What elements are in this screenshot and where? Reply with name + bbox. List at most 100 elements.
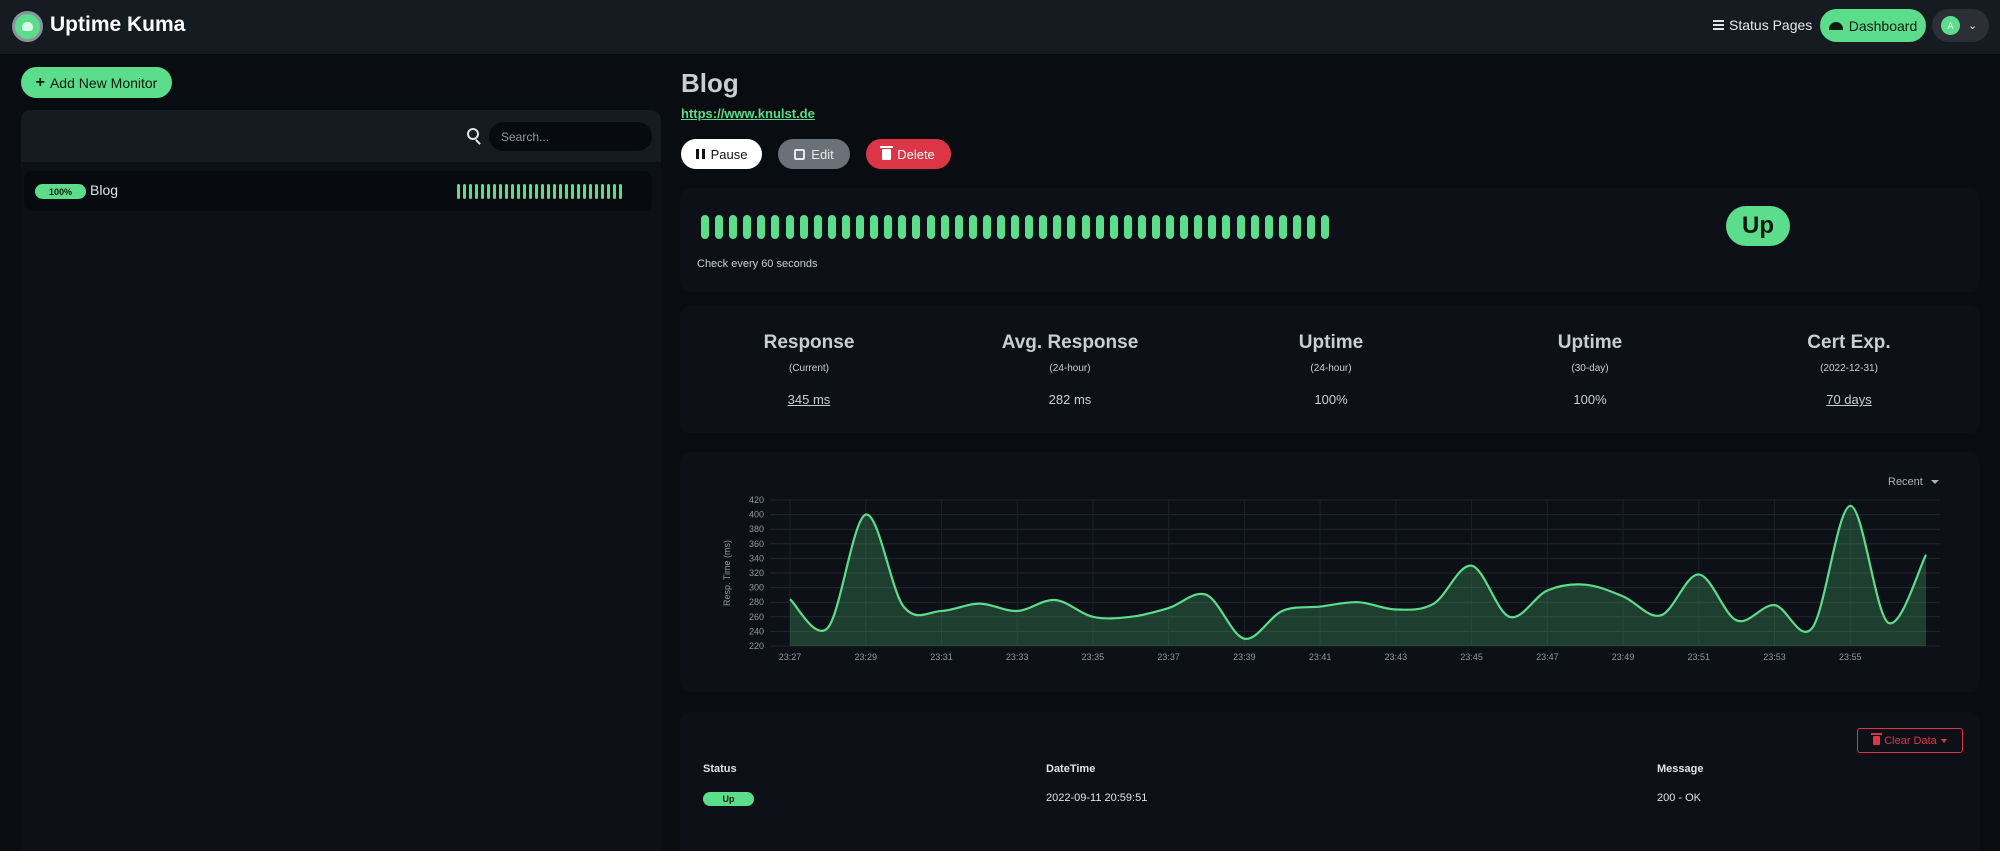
heartbeat-beat[interactable]: [757, 215, 766, 239]
stat-value: 282 ms: [1048, 392, 1092, 407]
stat-value-link[interactable]: 70 days: [1826, 392, 1872, 407]
heartbeat-beat[interactable]: [701, 215, 709, 239]
heartbeat-beat[interactable]: [1011, 215, 1020, 239]
heartbeat-beat[interactable]: [553, 184, 556, 199]
heartbeat-beat[interactable]: [1236, 215, 1245, 239]
uptime-kuma-logo-icon[interactable]: [12, 11, 43, 42]
heartbeat-beat[interactable]: [1095, 215, 1104, 239]
heartbeat-beat[interactable]: [457, 184, 460, 199]
heartbeat-beat[interactable]: [601, 184, 604, 199]
heartbeat-beat[interactable]: [493, 184, 496, 199]
heartbeat-beat[interactable]: [771, 215, 780, 239]
heartbeat-beat[interactable]: [583, 184, 586, 199]
heartbeat-beat[interactable]: [1123, 215, 1132, 239]
heartbeat-beat[interactable]: [535, 184, 538, 199]
heartbeat-beat[interactable]: [1194, 215, 1203, 239]
clear-data-button[interactable]: Clear Data: [1857, 728, 1963, 753]
heartbeat-beat[interactable]: [1081, 215, 1090, 239]
edit-button[interactable]: Edit: [778, 139, 850, 169]
heartbeat-beat[interactable]: [1208, 215, 1217, 239]
heartbeat-beat[interactable]: [595, 184, 598, 199]
heartbeat-beat[interactable]: [743, 215, 752, 239]
heartbeat-beat[interactable]: [469, 184, 472, 199]
stat-value-link[interactable]: 345 ms: [787, 392, 831, 407]
heartbeat-beat[interactable]: [1222, 215, 1231, 239]
heartbeat-beat[interactable]: [529, 184, 532, 199]
heartbeat-beat[interactable]: [1292, 215, 1301, 239]
chart-range-select[interactable]: Recent: [1888, 476, 1939, 488]
heartbeat-beat[interactable]: [1109, 215, 1118, 239]
heartbeat-beat[interactable]: [1307, 215, 1316, 239]
y-tick-label: 400: [749, 510, 764, 520]
heartbeat-beat[interactable]: [1053, 215, 1062, 239]
heartbeat-beat[interactable]: [729, 215, 738, 239]
heartbeat-beat[interactable]: [715, 215, 724, 239]
heartbeat-beat[interactable]: [1166, 215, 1175, 239]
heartbeat-beat[interactable]: [541, 184, 544, 199]
heartbeat-beat[interactable]: [463, 184, 466, 199]
stat-value: 100%: [1314, 392, 1348, 407]
heartbeat-beat[interactable]: [1067, 215, 1076, 239]
heartbeat-beat[interactable]: [1152, 215, 1160, 239]
search-input[interactable]: [489, 122, 652, 151]
heartbeat-beat[interactable]: [1264, 215, 1273, 239]
stat-label: Cert Exp.: [1807, 332, 1891, 353]
dashboard-button[interactable]: Dashboard: [1820, 9, 1926, 42]
heartbeat-beat[interactable]: [982, 215, 991, 239]
status-pages-link[interactable]: Status Pages: [1713, 17, 1812, 33]
caret-down-icon: [1940, 738, 1947, 743]
heartbeat-beat[interactable]: [607, 184, 610, 199]
heartbeat-beat[interactable]: [511, 184, 514, 199]
heartbeat-beat[interactable]: [577, 184, 580, 199]
heartbeat-beat[interactable]: [475, 184, 478, 199]
heartbeat-beat[interactable]: [1039, 215, 1048, 239]
heartbeat-beat[interactable]: [856, 215, 865, 239]
heartbeat-beat[interactable]: [940, 215, 949, 239]
heartbeat-beat[interactable]: [1321, 215, 1330, 239]
heartbeat-beat[interactable]: [547, 184, 550, 199]
delete-button[interactable]: Delete: [866, 139, 951, 169]
heartbeat-beat[interactable]: [884, 215, 893, 239]
heartbeat-beat[interactable]: [926, 215, 935, 239]
y-tick-label: 220: [749, 641, 764, 651]
profile-dropdown[interactable]: A ⌄: [1932, 9, 1989, 42]
heartbeat-beat[interactable]: [968, 215, 977, 239]
stat-response: Response (Current) 345 ms: [709, 332, 909, 407]
heartbeat-beat[interactable]: [517, 184, 520, 199]
heartbeat-beat[interactable]: [619, 184, 622, 199]
add-new-monitor-button[interactable]: + Add New Monitor: [21, 67, 172, 98]
heartbeat-beat[interactable]: [499, 184, 502, 199]
heartbeat-beat[interactable]: [481, 184, 484, 199]
heartbeat-beat[interactable]: [613, 184, 616, 199]
gauge-icon: [1828, 21, 1843, 30]
heartbeat-beat[interactable]: [589, 184, 592, 199]
heartbeat-beat[interactable]: [954, 215, 963, 239]
heartbeat-beat[interactable]: [898, 215, 907, 239]
app-title[interactable]: Uptime Kuma: [50, 13, 186, 36]
heartbeat-beat[interactable]: [870, 215, 879, 239]
heartbeat-beat[interactable]: [1137, 215, 1146, 239]
heartbeat-beat[interactable]: [487, 184, 490, 199]
heartbeat-beat[interactable]: [565, 184, 568, 199]
heartbeat-beat[interactable]: [1278, 215, 1287, 239]
pause-button[interactable]: Pause: [681, 139, 762, 169]
monitor-list-item-name[interactable]: Blog: [90, 182, 119, 198]
heartbeat-beat[interactable]: [1180, 215, 1189, 239]
monitor-url-link[interactable]: https://www.knulst.de: [681, 106, 815, 121]
stat-sublabel: (24-hour): [1310, 363, 1352, 374]
heartbeat-beat[interactable]: [523, 184, 526, 199]
heartbeat-beat[interactable]: [813, 215, 822, 239]
heartbeat-beat[interactable]: [571, 184, 574, 199]
heartbeat-beat[interactable]: [559, 184, 562, 199]
heartbeat-beat[interactable]: [799, 215, 808, 239]
heartbeat-beat[interactable]: [1250, 215, 1259, 239]
heartbeat-beat[interactable]: [1025, 215, 1034, 239]
heartbeat-beat[interactable]: [996, 215, 1005, 239]
heartbeat-beat[interactable]: [841, 215, 850, 239]
heartbeat-beat[interactable]: [505, 184, 508, 199]
heartbeat-beat[interactable]: [827, 215, 836, 239]
heartbeat-beat[interactable]: [785, 215, 794, 239]
x-tick-label: 23:49: [1612, 652, 1635, 662]
heartbeat-beat[interactable]: [912, 215, 921, 239]
status-pages-label: Status Pages: [1729, 17, 1813, 33]
